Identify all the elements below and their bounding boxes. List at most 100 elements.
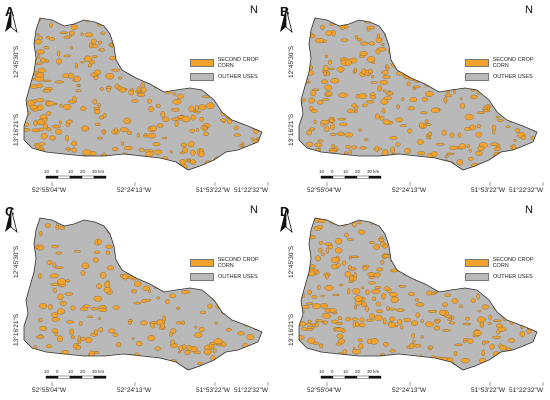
corn-patch <box>408 41 416 46</box>
corn-patch <box>358 93 368 99</box>
longitude-label: 52°55'04"W <box>32 187 66 194</box>
corn-patch <box>35 164 39 170</box>
corn-patch <box>151 69 160 73</box>
corn-patch <box>74 163 79 166</box>
corn-patch <box>173 240 177 247</box>
corn-patch <box>375 301 381 307</box>
corn-patch <box>256 167 262 170</box>
corn-patch <box>159 262 165 268</box>
corn-patch <box>476 124 481 129</box>
corn-patch <box>502 41 509 49</box>
corn-patch <box>362 266 368 271</box>
corn-patch <box>313 119 317 124</box>
longitude-label: 52°55'04"W <box>307 387 341 394</box>
corn-patch <box>366 338 372 344</box>
corn-patch <box>238 37 244 42</box>
corn-patch <box>311 109 318 114</box>
corn-patch <box>366 56 376 63</box>
corn-patch <box>510 31 514 36</box>
corn-patch <box>172 233 179 238</box>
corn-patch <box>329 118 335 123</box>
map-svg <box>23 17 269 186</box>
corn-patch <box>49 22 53 28</box>
corn-patch <box>43 46 50 50</box>
corn-patch <box>207 303 213 309</box>
corn-patch <box>237 331 245 336</box>
corn-patch <box>37 54 41 59</box>
corn-patch <box>382 157 391 163</box>
corn-patch <box>68 72 74 79</box>
corn-patch <box>196 149 200 155</box>
legend: SECOND CROP CORN OUTHER USES <box>190 56 275 84</box>
scale-tick-label: 10 <box>319 369 325 374</box>
corn-patch <box>329 23 335 26</box>
latitude-label: 13°16'21"S <box>288 313 295 346</box>
corn-patch <box>445 64 450 69</box>
corn-patch <box>338 283 344 287</box>
corn-patch <box>330 123 335 130</box>
corn-patch <box>348 158 352 161</box>
scale-segment <box>93 175 107 179</box>
corn-patch <box>29 360 36 364</box>
corn-patch <box>119 370 123 372</box>
corn-patch <box>388 244 395 248</box>
corn-patch <box>337 117 347 121</box>
scale-bar <box>45 375 107 379</box>
map-panel-d: D 12°45'30"S 13°16'21"S 52°55'04"W 52°24'13"… <box>275 200 550 400</box>
corn-patch <box>447 18 456 20</box>
scale-tick-label: 10 <box>44 169 50 174</box>
corn-patch <box>444 62 450 69</box>
corn-patch <box>424 119 429 123</box>
scale-segment <box>368 175 382 179</box>
corn-patch <box>365 100 375 104</box>
corn-patch <box>229 218 238 222</box>
corn-patch <box>80 106 87 111</box>
corn-patch <box>425 91 434 97</box>
corn-patch <box>311 88 320 91</box>
corn-patch <box>233 43 238 48</box>
corn-patch <box>381 292 386 300</box>
scale-segment <box>45 175 59 179</box>
corn-patch <box>530 318 537 323</box>
corn-patch <box>389 349 396 353</box>
corn-patch <box>51 18 60 20</box>
scale-bar <box>320 375 382 379</box>
longitude-label: 51°22'32"W <box>509 187 543 194</box>
corn-patch <box>147 235 153 242</box>
corn-patch <box>180 367 186 370</box>
corn-patch <box>183 235 190 242</box>
corn-patch <box>116 44 122 48</box>
corn-patch <box>128 245 135 252</box>
corn-patch <box>56 50 61 57</box>
corn-patch <box>194 18 204 22</box>
scale-bar <box>320 175 382 179</box>
corn-patch <box>420 335 424 339</box>
corn-patch <box>213 252 218 256</box>
corn-patch <box>524 361 531 366</box>
corn-patch <box>424 321 434 327</box>
corn-patch <box>233 308 236 311</box>
corn-patch <box>94 109 101 115</box>
corn-patch <box>459 102 465 109</box>
longitude-label: 51°22'32"W <box>234 187 268 194</box>
corn-patch <box>511 96 520 103</box>
legend-swatch-corn <box>190 259 214 267</box>
corn-patch <box>330 218 338 222</box>
corn-patch <box>434 320 440 324</box>
map-panel-b: B 12°45'30"S 13°16'21"S 52°55'04"W 52°24'13"… <box>275 0 550 200</box>
corn-patch <box>515 111 519 115</box>
corn-patch <box>428 280 434 286</box>
corn-patch <box>344 360 354 364</box>
corn-patch <box>256 39 261 47</box>
corn-patch <box>30 54 36 60</box>
corn-patch <box>45 344 52 349</box>
corn-patch <box>198 327 205 333</box>
scale-tick-label: 30 km <box>92 369 105 374</box>
corn-patch <box>152 142 161 147</box>
corn-patch <box>529 236 537 240</box>
scale-tick-label: 20 <box>80 169 86 174</box>
corn-patch <box>121 44 129 49</box>
corn-patch <box>85 18 90 23</box>
corn-patch <box>444 34 449 37</box>
corn-patch <box>446 35 455 41</box>
